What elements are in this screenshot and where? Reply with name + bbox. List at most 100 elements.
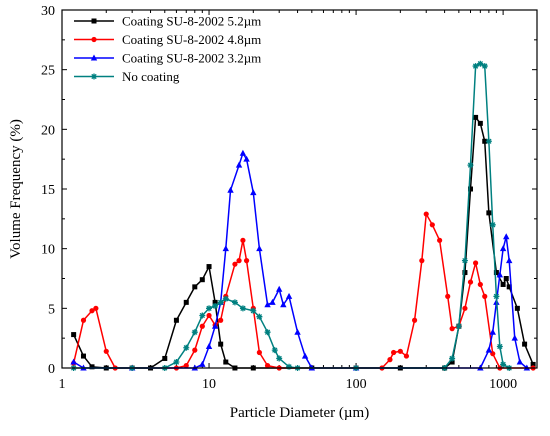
- data-point: [294, 328, 301, 335]
- data-point: [199, 360, 206, 367]
- data-point: [173, 359, 180, 366]
- data-point: [429, 222, 435, 228]
- legend-label: Coating SU-8-2002 4.8µm: [122, 32, 261, 47]
- legend-item: Coating SU-8-2002 4.8µm: [74, 32, 261, 47]
- data-point: [103, 348, 109, 354]
- data-point: [227, 186, 234, 193]
- y-tick-label: 0: [48, 362, 55, 377]
- data-point: [240, 237, 246, 243]
- data-point: [271, 347, 278, 354]
- data-point: [467, 162, 474, 169]
- data-point: [493, 293, 500, 300]
- data-point: [239, 305, 246, 312]
- data-point: [530, 361, 536, 367]
- data-point: [276, 355, 283, 362]
- series-line: [72, 116, 534, 369]
- data-point: [264, 363, 271, 369]
- data-point: [477, 60, 484, 67]
- data-point: [217, 299, 224, 306]
- data-point: [449, 355, 456, 362]
- series-4: [70, 60, 513, 371]
- data-point: [449, 359, 455, 365]
- data-point: [256, 313, 263, 320]
- data-point: [467, 279, 474, 285]
- data-point: [212, 299, 218, 305]
- y-tick-label: 25: [41, 64, 55, 79]
- data-point: [411, 317, 418, 323]
- data-point: [500, 361, 507, 368]
- data-point: [481, 63, 488, 70]
- y-tick-label: 10: [41, 243, 55, 258]
- data-point: [191, 329, 198, 336]
- data-point: [503, 233, 510, 240]
- data-point: [239, 149, 247, 156]
- data-point: [489, 328, 496, 335]
- data-point: [387, 357, 393, 363]
- series-line: [73, 152, 528, 369]
- y-tick-label: 5: [48, 302, 55, 317]
- data-point: [285, 292, 293, 299]
- data-point: [199, 277, 205, 283]
- legend-marker: [91, 36, 97, 43]
- data-point: [482, 138, 488, 144]
- data-point: [206, 264, 212, 270]
- data-point: [482, 293, 488, 299]
- x-axis-title: Particle Diameter (µm): [230, 405, 369, 421]
- data-point: [472, 63, 479, 70]
- data-point: [449, 326, 455, 332]
- data-point: [80, 353, 86, 359]
- y-axis-title: Volume Frequency (%): [8, 119, 24, 259]
- data-point: [496, 271, 504, 278]
- data-point: [485, 138, 492, 145]
- data-point: [223, 359, 229, 365]
- data-point: [192, 284, 198, 290]
- legend-marker: [91, 73, 97, 80]
- data-point: [499, 245, 507, 252]
- data-point: [269, 298, 276, 305]
- data-point: [489, 221, 496, 228]
- data-point: [235, 161, 243, 168]
- legend: Coating SU-8-2002 5.2µm Coating SU-8-2002…: [74, 14, 261, 84]
- data-point: [462, 270, 468, 276]
- data-point: [162, 355, 168, 361]
- data-point: [445, 293, 451, 299]
- data-point: [473, 114, 479, 120]
- data-point: [493, 270, 499, 276]
- data-point: [211, 322, 219, 329]
- data-point: [264, 301, 271, 308]
- series-3: [70, 149, 531, 371]
- data-point: [218, 341, 224, 347]
- data-point: [522, 341, 528, 347]
- legend-marker: [90, 54, 98, 61]
- series-line: [72, 213, 534, 369]
- data-point: [89, 364, 95, 370]
- data-point: [462, 305, 468, 311]
- data-point: [286, 363, 293, 370]
- y-tick-label: 20: [41, 123, 55, 138]
- legend-label: Coating SU-8-2002 5.2µm: [122, 14, 261, 29]
- data-point: [183, 363, 189, 369]
- x-tick-label: 1000: [489, 377, 517, 392]
- data-point: [232, 261, 238, 267]
- legend-item: Coating SU-8-2002 5.2µm: [74, 14, 261, 29]
- y-tick-label: 15: [41, 183, 55, 198]
- data-point: [206, 305, 213, 312]
- data-point: [477, 281, 483, 288]
- data-point: [503, 276, 509, 281]
- data-point: [511, 334, 518, 341]
- data-point: [218, 317, 224, 323]
- legend-label: Coating SU-8-2002 3.2µm: [122, 51, 261, 66]
- data-point: [250, 189, 257, 196]
- data-point: [192, 347, 198, 353]
- data-point: [506, 257, 513, 264]
- legend-label: No coating: [122, 69, 180, 84]
- data-point: [403, 353, 410, 359]
- data-point: [70, 358, 77, 365]
- data-point: [301, 352, 309, 359]
- data-point: [250, 307, 257, 314]
- data-point: [461, 257, 468, 264]
- data-point: [199, 312, 206, 319]
- legend-item: No coating: [74, 69, 180, 84]
